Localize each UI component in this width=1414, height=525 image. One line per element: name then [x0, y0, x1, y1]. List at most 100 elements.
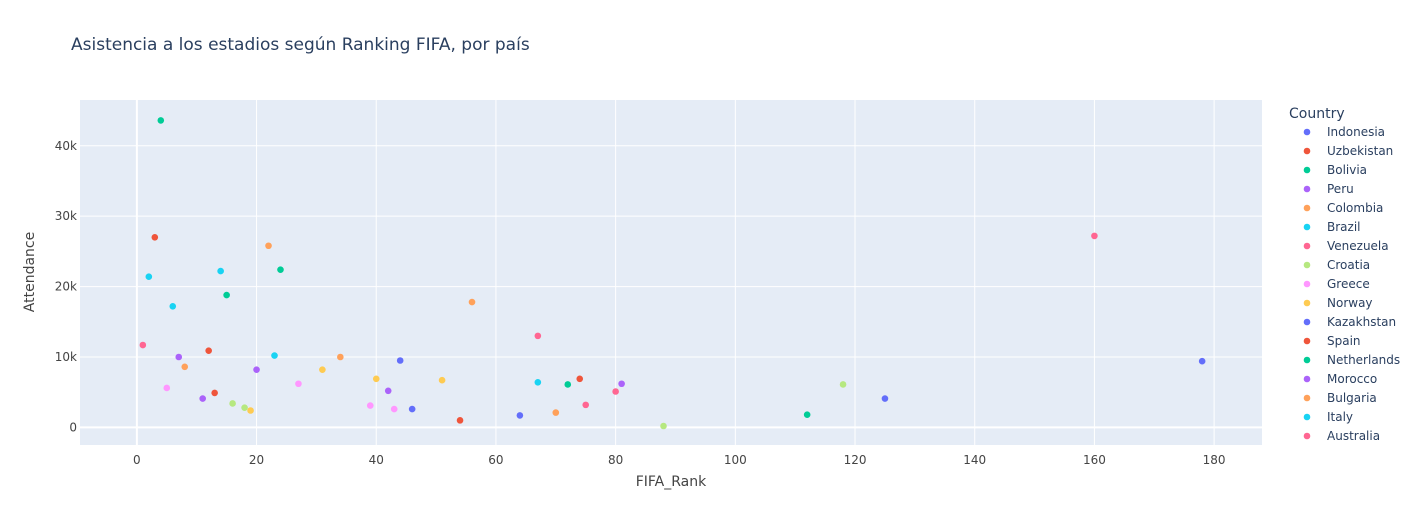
- data-point: [384, 387, 392, 395]
- data-point: [199, 395, 206, 402]
- data-point: [169, 302, 177, 310]
- legend-item[interactable]: Morocco: [1303, 372, 1378, 386]
- data-point: [295, 380, 302, 388]
- x-tick-label: 100: [724, 453, 747, 467]
- data-point: [612, 388, 619, 395]
- legend-label: Venezuela: [1327, 239, 1389, 253]
- x-tick-label: 0: [133, 453, 141, 467]
- y-tick-label: 40k: [55, 139, 77, 153]
- legend-marker: [1303, 204, 1311, 212]
- legend-marker: [1303, 337, 1311, 345]
- legend-item[interactable]: Uzbekistan: [1303, 144, 1394, 158]
- legend-item[interactable]: Bolivia: [1303, 163, 1367, 177]
- plot-area: [80, 100, 1262, 445]
- y-axis-ticks: 0 10k 20k 30k 40k: [55, 139, 77, 435]
- y-tick-label: 10k: [55, 350, 77, 364]
- data-point: [456, 417, 464, 424]
- data-point: [175, 353, 183, 361]
- legend-item[interactable]: Bulgaria: [1303, 391, 1377, 405]
- data-point: [223, 291, 230, 299]
- legend-item[interactable]: Kazakhstan: [1303, 315, 1396, 329]
- legend-item[interactable]: Colombia: [1303, 201, 1384, 215]
- data-point: [1198, 357, 1206, 365]
- data-point: [319, 366, 326, 373]
- legend-label: Spain: [1327, 334, 1361, 348]
- legend-label: Brazil: [1327, 220, 1361, 234]
- data-point: [390, 405, 398, 413]
- legend-label: Indonesia: [1327, 125, 1385, 139]
- legend-item[interactable]: Croatia: [1303, 258, 1370, 272]
- data-point: [181, 363, 189, 371]
- data-point: [337, 353, 344, 361]
- x-tick-label: 160: [1083, 453, 1106, 467]
- legend-label: Bulgaria: [1327, 391, 1377, 405]
- legend-title: Country: [1289, 106, 1345, 122]
- data-point: [271, 352, 278, 359]
- legend-marker: [1303, 432, 1311, 440]
- legend-item[interactable]: Australia: [1303, 429, 1380, 443]
- legend-label: Italy: [1327, 410, 1353, 424]
- data-point: [163, 384, 171, 392]
- data-point: [205, 347, 212, 354]
- legend-item[interactable]: Indonesia: [1303, 125, 1385, 139]
- data-point: [157, 117, 165, 124]
- data-point: [839, 381, 847, 388]
- data-point: [151, 233, 159, 241]
- data-point: [516, 412, 524, 419]
- legend-marker: [1303, 185, 1311, 193]
- data-point: [211, 389, 218, 397]
- legend-item[interactable]: Peru: [1303, 182, 1354, 196]
- x-tick-label: 20: [249, 453, 264, 467]
- x-axis-ticks: 0 20 40 60 80 100 120 140 160 180: [133, 453, 1226, 467]
- chart-title: Asistencia a los estadios según Ranking …: [71, 35, 530, 55]
- data-point: [229, 400, 236, 407]
- data-point: [217, 267, 224, 275]
- y-tick-label: 0: [69, 420, 77, 434]
- legend-item[interactable]: Venezuela: [1303, 239, 1389, 253]
- legend-marker: [1303, 261, 1311, 269]
- legend-item[interactable]: Netherlands: [1303, 353, 1400, 367]
- legend-item[interactable]: Italy: [1303, 410, 1353, 424]
- legend-marker: [1303, 356, 1311, 364]
- data-point: [253, 366, 260, 373]
- legend-item[interactable]: Norway: [1303, 296, 1373, 310]
- data-points: [139, 117, 1206, 430]
- data-point: [582, 401, 590, 409]
- x-tick-label: 40: [369, 453, 384, 467]
- data-point: [408, 405, 416, 413]
- legend-marker: [1303, 394, 1311, 402]
- legend-label: Australia: [1327, 429, 1380, 443]
- data-point: [265, 242, 272, 250]
- data-point: [552, 409, 560, 416]
- x-tick-label: 120: [844, 453, 867, 467]
- legend-marker: [1303, 223, 1311, 231]
- data-point: [534, 379, 542, 386]
- legend-item[interactable]: Greece: [1303, 277, 1370, 291]
- data-point: [145, 273, 153, 281]
- legend-item[interactable]: Spain: [1303, 334, 1361, 348]
- legend-label: Colombia: [1327, 201, 1383, 215]
- data-point: [438, 376, 446, 384]
- data-point: [468, 298, 476, 306]
- legend-label: Morocco: [1327, 372, 1377, 386]
- y-axis-title: Attendance: [22, 232, 38, 312]
- data-point: [660, 422, 667, 430]
- data-point: [576, 375, 584, 383]
- legend-item[interactable]: Brazil: [1303, 220, 1361, 234]
- legend-marker: [1303, 280, 1311, 288]
- legend-label: Netherlands: [1327, 353, 1400, 367]
- data-point: [366, 402, 374, 409]
- legend-label: Norway: [1327, 296, 1373, 310]
- legend: Country Indonesia Uzbekistan Bolivia Peru Co…: [1289, 106, 1400, 443]
- data-point: [1091, 232, 1098, 240]
- x-tick-label: 80: [608, 453, 623, 467]
- data-point: [564, 381, 572, 388]
- y-tick-label: 30k: [55, 209, 77, 223]
- legend-label: Croatia: [1327, 258, 1370, 272]
- legend-label: Uzbekistan: [1327, 144, 1393, 158]
- x-tick-label: 140: [963, 453, 986, 467]
- legend-marker: [1303, 299, 1311, 307]
- x-tick-label: 60: [488, 453, 503, 467]
- legend-marker: [1303, 375, 1311, 383]
